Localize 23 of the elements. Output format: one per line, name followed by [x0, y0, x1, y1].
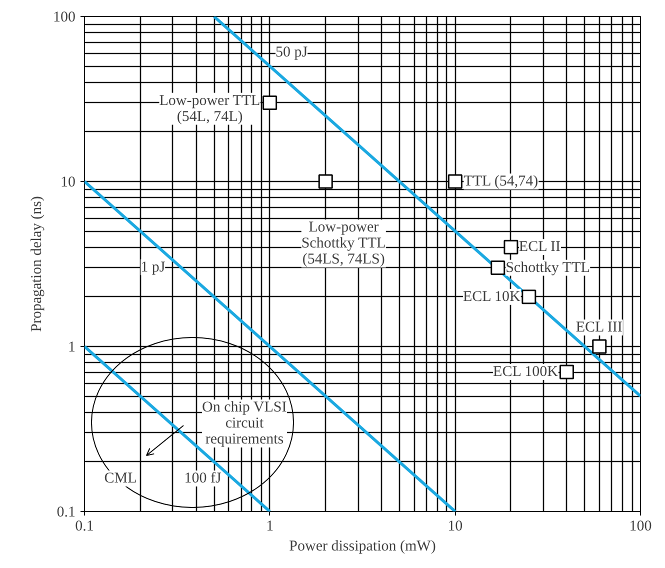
annotation: On chip VLSI circuit requirements: [202, 400, 287, 448]
series-label: 50 pJ: [276, 44, 308, 61]
series-label: ECL 10K: [462, 288, 520, 305]
annotation: CML: [104, 470, 137, 486]
y-tick-label: 10: [60, 174, 76, 190]
series-label: Low-power TTL (54L, 74L): [159, 92, 260, 125]
series-label: 100 fJ: [184, 470, 222, 486]
series-label: ECL 100K: [493, 364, 558, 380]
y-tick-label: 1: [68, 340, 76, 356]
y-tick-label: 100: [53, 10, 76, 26]
x-tick-label: 10: [448, 518, 463, 534]
x-tick-label: 0.1: [75, 518, 94, 534]
x-tick-label: 100: [629, 518, 652, 534]
series-label: ECL III: [576, 320, 622, 336]
series-label: ECL II: [518, 239, 560, 256]
series-label: 1 pJ: [140, 259, 166, 276]
y-tick-label: 0.1: [56, 504, 76, 520]
x-tick-label: 1: [266, 518, 274, 534]
x-axis-title: Power dissipation (mW): [289, 538, 436, 554]
series-label: Schottky TTL: [506, 260, 590, 276]
series-label: TTL (54,74): [464, 174, 538, 190]
text: Low-power Schottky TTL (54LS, 74LS): [301, 220, 386, 268]
y-axis-title: Propagation delay (ns): [29, 196, 45, 332]
